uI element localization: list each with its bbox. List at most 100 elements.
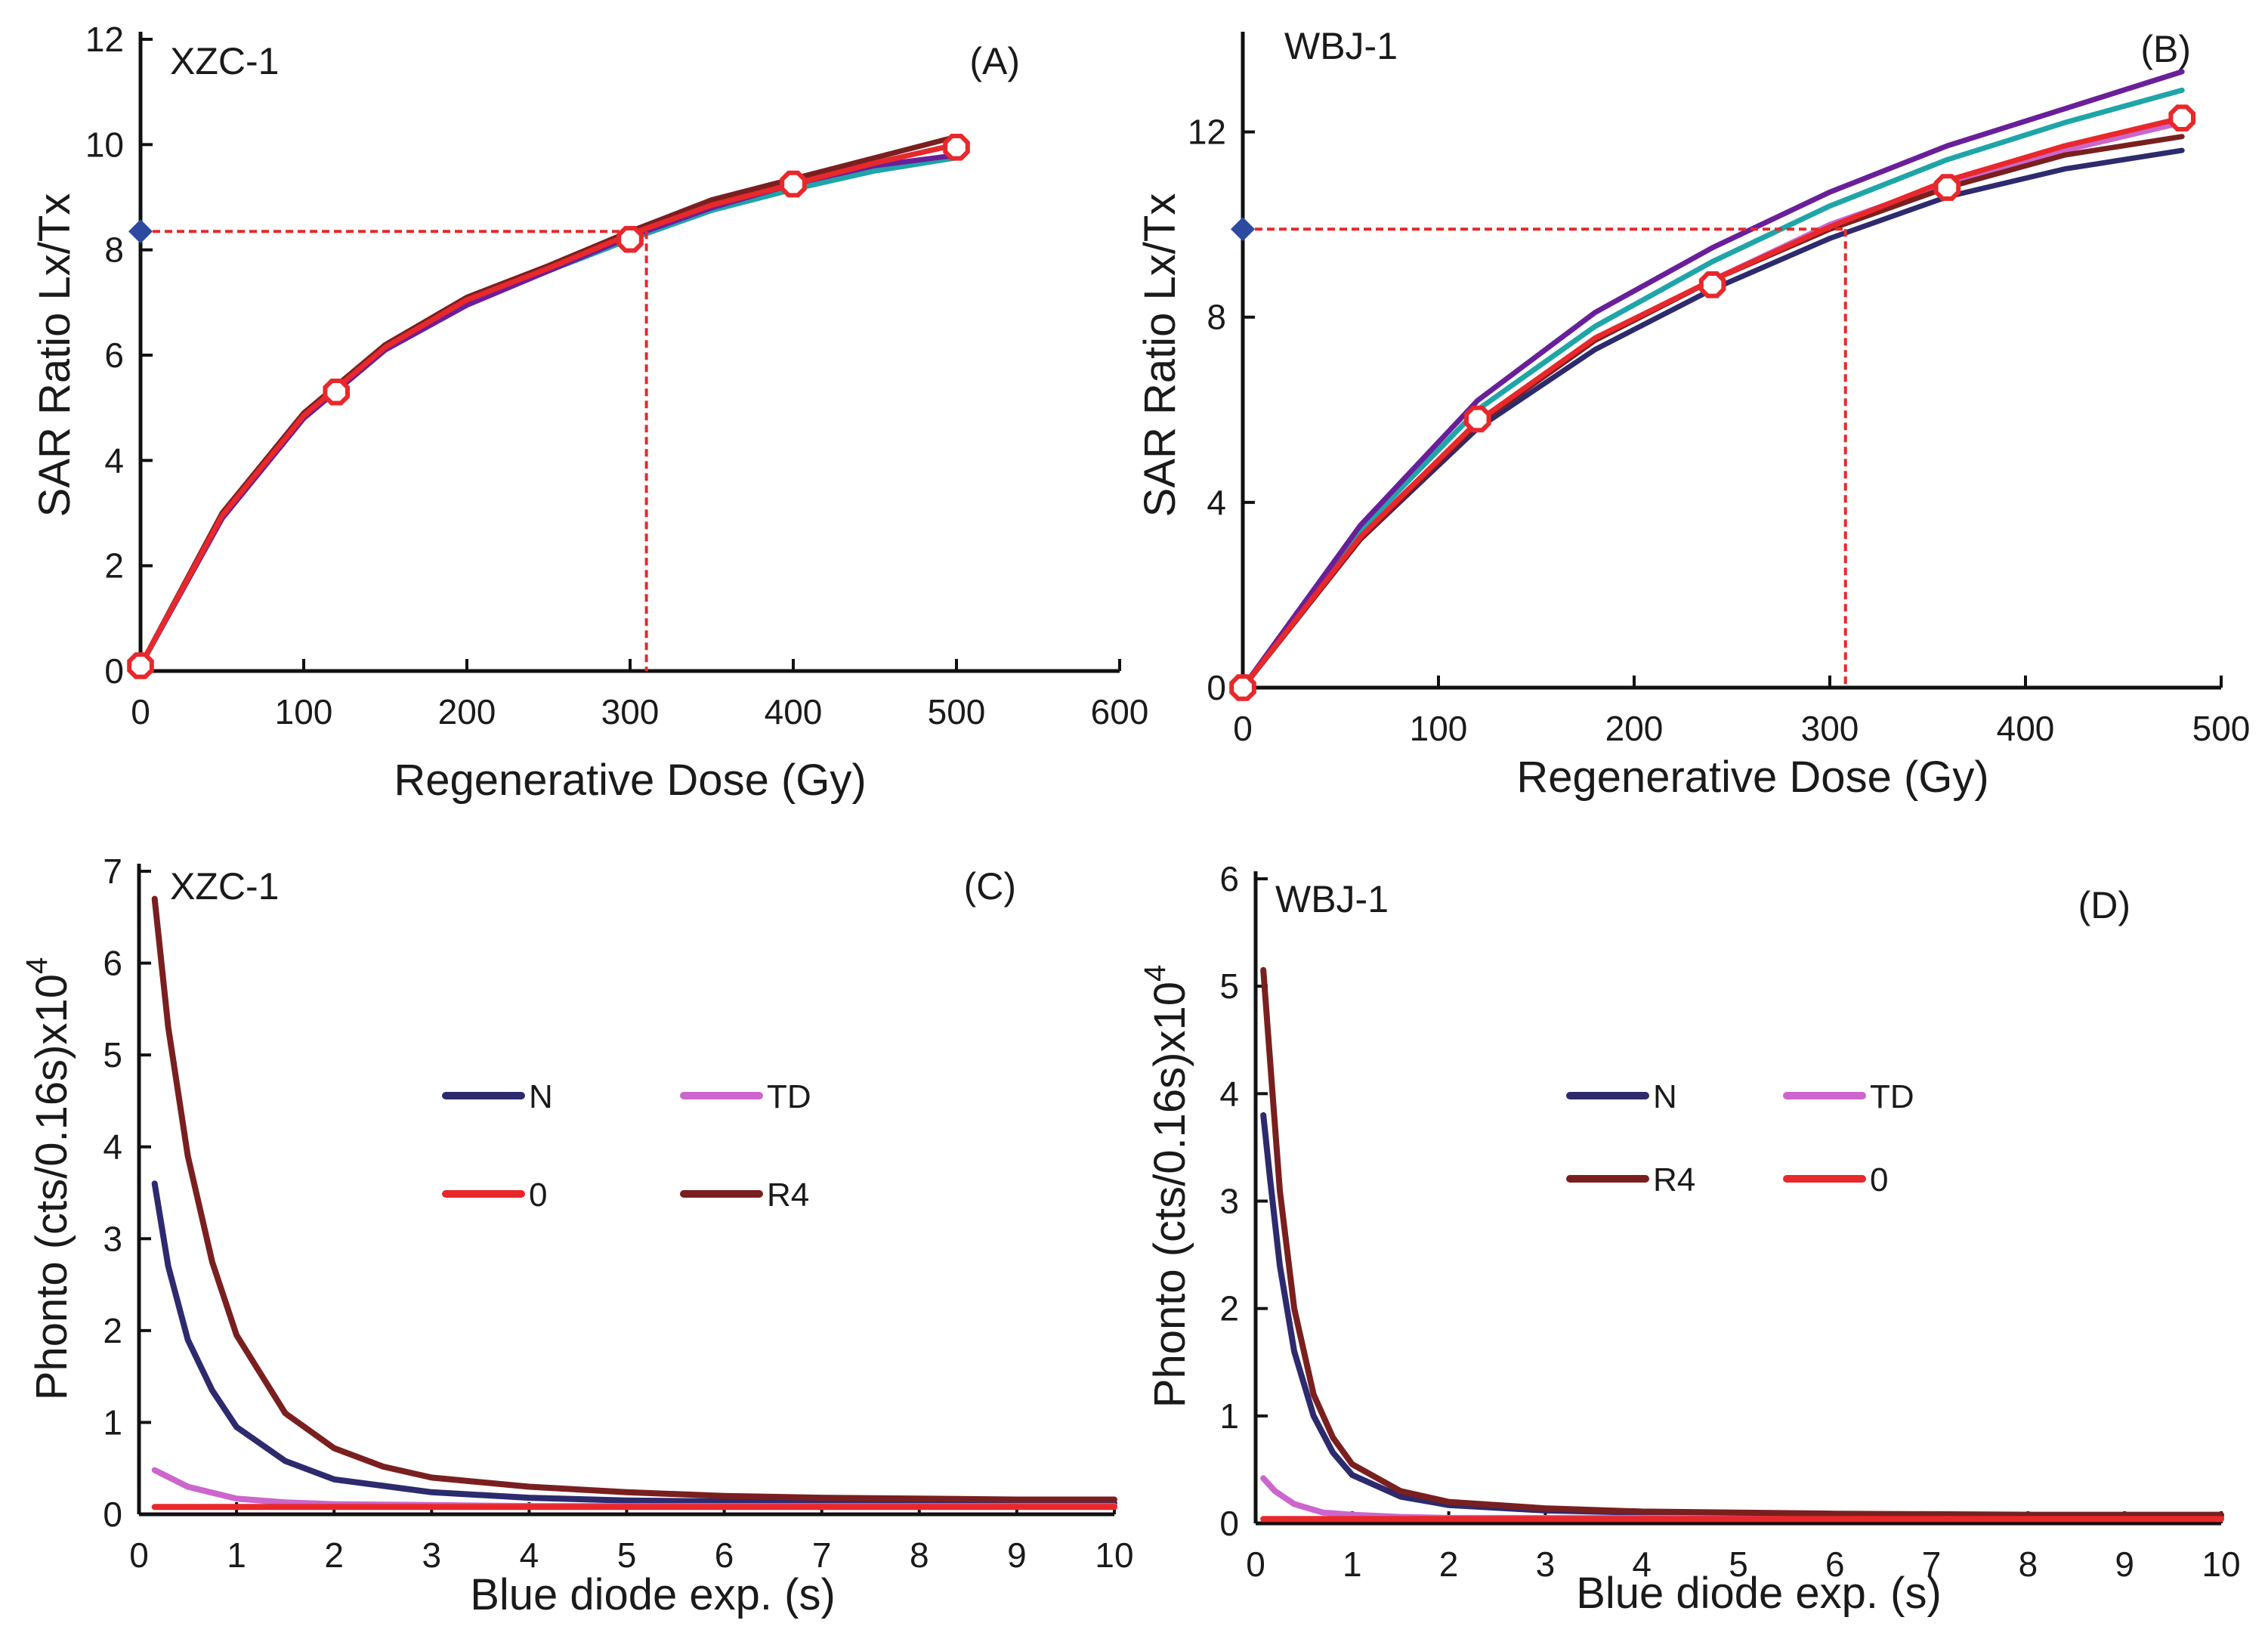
- x-tick-label: 6: [1825, 1545, 1845, 1584]
- y-tick-label: 8: [1207, 298, 1226, 337]
- y-tick-label: 4: [103, 1127, 122, 1167]
- y-axis-title-text: Phonto (cts/0.16s)x10: [27, 974, 76, 1400]
- y-tick-label: 12: [1188, 113, 1226, 152]
- y-tick-label: 1: [1219, 1396, 1239, 1436]
- y-tick-label: 6: [1219, 859, 1239, 898]
- y-tick-label: 7: [103, 852, 122, 891]
- x-axis-title: Regenerative Dose (Gy): [394, 756, 866, 805]
- x-tick-label: 500: [2192, 709, 2251, 748]
- sample-label: WBJ-1: [1275, 878, 1389, 920]
- x-tick-label: 400: [1997, 709, 2055, 748]
- panel-label: (A): [969, 40, 1020, 82]
- x-tick-label: 3: [1536, 1545, 1556, 1584]
- y-axis-title-exponent: 4: [20, 957, 54, 974]
- x-axis-title: Blue diode exp. (s): [1576, 1569, 1942, 1618]
- y-tick-label: 3: [103, 1219, 122, 1258]
- x-tick-label: 600: [1091, 692, 1149, 731]
- y-tick-label: 4: [1219, 1074, 1239, 1113]
- legend-label-0: 0: [529, 1177, 547, 1214]
- x-tick-label: 0: [131, 692, 150, 731]
- panel-label: (D): [2078, 884, 2130, 926]
- regen-point-marker: [127, 652, 154, 679]
- x-tick-label: 0: [129, 1535, 149, 1575]
- x-tick-label: 3: [422, 1535, 442, 1575]
- panel-label: (B): [2140, 28, 2191, 70]
- series-line-r4: [151, 895, 1117, 1503]
- x-tick-label: 7: [812, 1535, 832, 1575]
- x-tick-label: 9: [2115, 1545, 2134, 1584]
- regen-point-marker: [323, 379, 350, 406]
- x-tick-label: 9: [1007, 1535, 1027, 1575]
- x-tick-label: 6: [715, 1535, 734, 1575]
- x-tick-label: 200: [1605, 709, 1664, 748]
- y-tick-label: 4: [1207, 483, 1226, 522]
- y-tick-label: 6: [104, 336, 124, 375]
- y-axis-title: SAR Ratio Lx/Tx: [30, 193, 79, 518]
- y-axis-title: Phonto (cts/0.16s)x104: [20, 957, 76, 1400]
- panel-label: (C): [964, 865, 1016, 908]
- legend-label-n: N: [1653, 1078, 1677, 1115]
- regen-point-marker: [616, 226, 644, 253]
- sample-label: XZC-1: [170, 865, 279, 908]
- series-line-curve-red: [138, 141, 959, 669]
- legend-label-r4: R4: [1653, 1161, 1695, 1198]
- y-tick-label: 10: [85, 125, 124, 164]
- x-axis-title: Regenerative Dose (Gy): [1516, 753, 1988, 802]
- x-tick-label: 8: [910, 1535, 929, 1575]
- regen-point-marker: [780, 170, 807, 198]
- regen-point-marker: [1698, 271, 1726, 298]
- natural-signal-marker: [1231, 217, 1255, 242]
- y-axis-title-exponent: 4: [1139, 965, 1172, 982]
- x-tick-label: 2: [324, 1535, 344, 1575]
- regen-point-marker: [1229, 674, 1256, 701]
- series-line-r4: [1260, 966, 2224, 1518]
- x-tick-label: 8: [2019, 1545, 2038, 1584]
- x-tick-label: 100: [1410, 709, 1468, 748]
- x-axis-title: Blue diode exp. (s): [470, 1570, 836, 1619]
- x-tick-label: 10: [2202, 1545, 2240, 1584]
- y-tick-label: 0: [1219, 1504, 1239, 1543]
- legend-label-td: TD: [1870, 1078, 1914, 1115]
- panel-a: 0 100 200 300 400 500 600 0 2 4 6 8 10 12 Regenerative…: [30, 20, 1148, 805]
- y-tick-label: 8: [104, 230, 124, 270]
- x-tick-label: 200: [438, 692, 496, 731]
- x-tick-label: 10: [1095, 1535, 1133, 1575]
- y-tick-label: 4: [104, 441, 124, 480]
- y-tick-label: 0: [1207, 668, 1226, 707]
- series-line-curve-teal: [1240, 87, 2185, 691]
- x-tick-label: 7: [1922, 1545, 1942, 1584]
- legend-label-td: TD: [767, 1078, 811, 1115]
- y-axis-title: Phonto (cts/0.16s)x104: [1139, 965, 1194, 1408]
- x-tick-label: 5: [1729, 1545, 1748, 1584]
- y-tick-label: 6: [103, 944, 122, 983]
- regen-point-marker: [2168, 104, 2195, 131]
- y-axis-title: SAR Ratio Lx/Tx: [1136, 193, 1185, 518]
- x-tick-label: 5: [617, 1535, 637, 1575]
- regen-point-marker: [943, 134, 970, 161]
- series-line-n: [151, 1180, 1117, 1507]
- x-tick-label: 4: [1632, 1545, 1652, 1584]
- sample-label: WBJ-1: [1284, 25, 1398, 67]
- natural-signal-marker: [128, 219, 153, 244]
- x-tick-label: 2: [1439, 1545, 1459, 1584]
- x-tick-label: 500: [928, 692, 986, 731]
- y-tick-label: 2: [1219, 1289, 1239, 1328]
- y-tick-label: 3: [1219, 1182, 1239, 1221]
- y-tick-label: 5: [1219, 966, 1239, 1006]
- legend-label-n: N: [529, 1078, 553, 1115]
- regen-point-marker: [1933, 174, 1961, 201]
- y-tick-label: 2: [103, 1311, 122, 1350]
- y-tick-label: 5: [103, 1035, 122, 1075]
- x-tick-label: 300: [601, 692, 660, 731]
- x-tick-label: 0: [1246, 1545, 1265, 1584]
- x-tick-label: 100: [275, 692, 333, 731]
- y-axis-title-text: Phonto (cts/0.16s)x10: [1145, 982, 1194, 1408]
- y-axis-title-text: SAR Ratio Lx/Tx: [30, 193, 79, 518]
- y-tick-label: 12: [85, 20, 124, 59]
- x-tick-label: 400: [765, 692, 823, 731]
- y-tick-label: 0: [103, 1495, 122, 1534]
